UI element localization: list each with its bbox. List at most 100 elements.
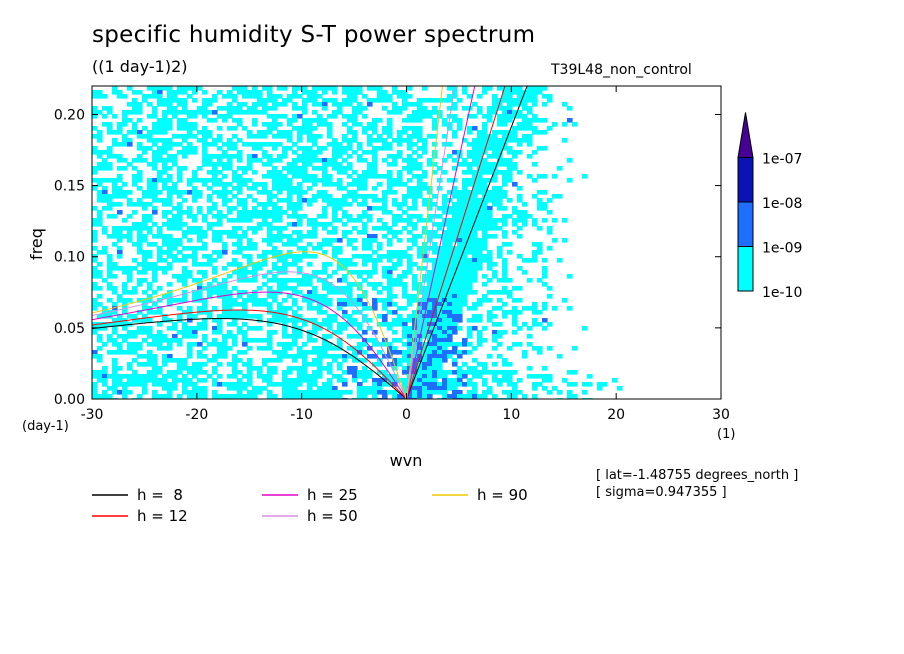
heat-cell [227,218,233,223]
heat-cell [247,246,253,251]
heat-cell [332,254,338,259]
heat-cell [172,238,178,243]
heat-cell [202,354,208,359]
heat-cell [477,262,483,267]
heat-cell [422,170,428,175]
heat-cell [507,98,513,103]
heat-cell [202,318,208,323]
heat-cell [397,214,403,219]
heat-cell [162,138,168,143]
heat-cell [272,102,278,107]
heat-cell [432,274,438,279]
heat-cell [112,302,118,307]
heat-cell [337,302,343,307]
heat-cell [452,250,458,255]
heat-cell [192,382,198,387]
heat-cell [482,150,488,155]
heat-cell [142,150,148,155]
heat-cell [282,278,288,283]
heat-cell [167,394,173,399]
heat-cell [257,298,263,303]
heat-cell [512,386,518,391]
heat-cell [412,150,418,155]
heat-cell [452,210,458,215]
heat-cell [92,230,98,235]
heat-cell [422,342,428,347]
heat-cell [287,214,293,219]
heat-cell [372,338,378,343]
heat-cell [382,342,388,347]
heat-cell [112,154,118,159]
heat-cell [132,130,138,135]
heat-cell [477,214,483,219]
heat-cell [182,254,188,259]
heat-cell [277,238,283,243]
heat-cell [162,334,168,339]
heat-cell [182,106,188,111]
heat-cell [452,302,458,307]
heat-cell [157,378,163,383]
heat-cell [127,362,133,367]
heat-cell [372,266,378,271]
heat-cell [422,386,428,391]
heat-cell [532,242,538,247]
heat-cell [232,206,238,211]
heat-cell [187,134,193,139]
heat-cell [387,126,393,131]
heat-cell [492,134,498,139]
heat-cell [317,242,323,247]
heat-cell [192,334,198,339]
heat-cell [357,178,363,183]
heat-cell [312,374,318,379]
heat-cell [127,202,133,207]
heat-cell [112,318,118,323]
heat-cell [292,174,298,179]
heat-cell [472,302,478,307]
heat-cell [132,210,138,215]
heat-cell [472,206,478,211]
heat-cell [492,346,498,351]
heat-cell [137,110,143,115]
heat-cell [287,242,293,247]
heat-cell [302,234,308,239]
heat-cell [167,98,173,103]
heat-cell [322,170,328,175]
heat-cell [277,178,283,183]
heat-cell [342,210,348,215]
heat-cell [372,362,378,367]
heat-cell [167,198,173,203]
heat-cell [442,346,448,351]
heat-cell [202,230,208,235]
heat-cell [412,174,418,179]
heat-cell [337,390,343,395]
heat-cell [202,130,208,135]
heat-cell [452,194,458,199]
heat-cell [232,298,238,303]
heat-cell [532,86,538,91]
heat-cell [417,350,423,355]
heat-cell [177,314,183,319]
heat-cell [92,282,98,287]
heat-cell [417,186,423,191]
heat-cell [542,94,548,99]
heat-cell [287,286,293,291]
heat-cell [337,322,343,327]
heat-cell [352,374,358,379]
heat-cell [412,366,418,371]
heat-cell [452,238,458,243]
heat-cell [447,354,453,359]
heat-cell [362,330,368,335]
heat-cell [502,258,508,263]
heat-cell [122,290,128,295]
heat-cell [272,318,278,323]
heat-cell [332,158,338,163]
heat-cell [152,122,158,127]
heat-cell [312,94,318,99]
heat-cell [527,134,533,139]
heat-cell [177,238,183,243]
heat-cell [362,126,368,131]
heat-cell [482,274,488,279]
heat-cell [542,190,548,195]
heat-cell [287,178,293,183]
heat-cell [352,270,358,275]
